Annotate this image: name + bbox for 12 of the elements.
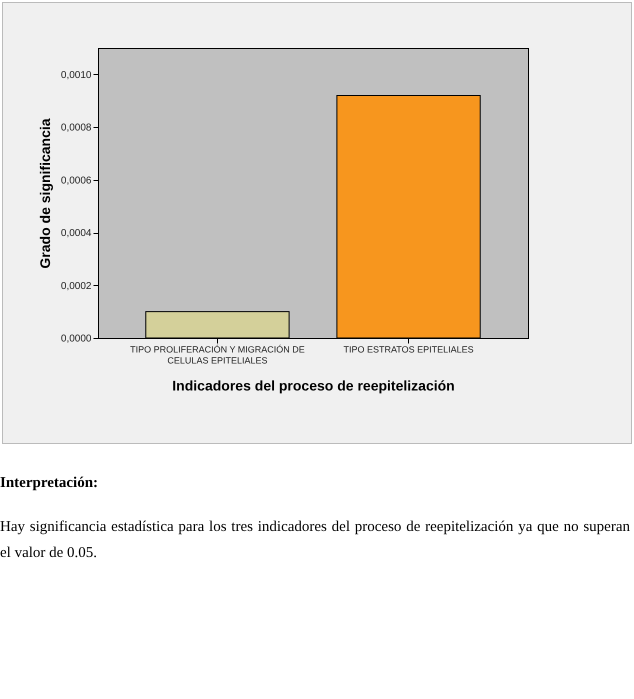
y-axis-title: Grado de significancia xyxy=(36,118,53,269)
text: Interpretación: xyxy=(0,474,100,493)
y-tick-label: 0,0006 xyxy=(60,175,92,186)
y-tick-label: 0,0008 xyxy=(60,122,92,134)
y-tick-label: 0,0000 xyxy=(60,334,92,344)
y-tick-label: 0,0010 xyxy=(60,70,92,81)
x-tick-label: TIPO PROLIFERACIÓN Y MIGRACIÓN DE CELULAS EPITELIALES xyxy=(130,344,305,366)
x-tick-label: TIPO ESTRATOS EPITELIALES xyxy=(343,344,474,354)
y-tick-label: 0,0002 xyxy=(60,280,92,292)
x-axis-title: Indicadores del proceso de reepitelización xyxy=(172,378,455,394)
y-tick-label: 0,0004 xyxy=(60,228,92,240)
text: Hay significancia estadística para los tres indicadores del proceso de reepitelización ya que no superan el valor de 0.05. xyxy=(0,518,630,563)
